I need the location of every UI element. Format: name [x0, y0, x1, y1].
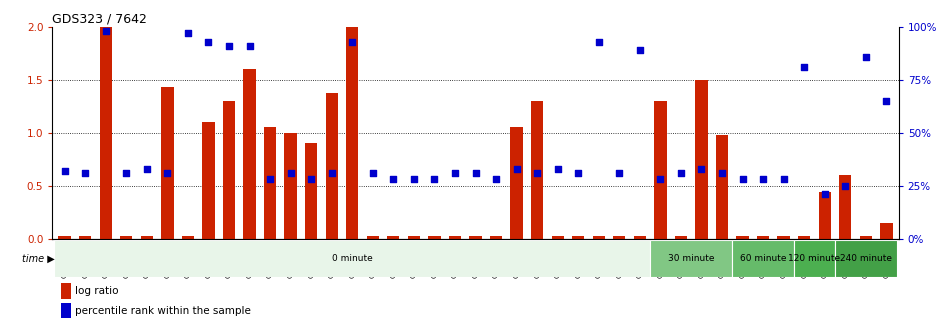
Point: [652, 177, 668, 182]
Point: [119, 170, 134, 176]
Bar: [835, 240, 897, 277]
Point: [879, 98, 894, 103]
Point: [303, 177, 319, 182]
Bar: [839, 175, 851, 239]
Point: [139, 166, 154, 171]
Text: 30 minute: 30 minute: [668, 254, 714, 263]
Point: [262, 177, 278, 182]
Point: [344, 39, 359, 44]
Point: [673, 170, 689, 176]
Bar: [428, 237, 440, 239]
Bar: [675, 237, 687, 239]
Point: [242, 43, 257, 49]
Point: [776, 177, 791, 182]
Bar: [79, 237, 91, 239]
Bar: [325, 92, 338, 239]
Point: [57, 168, 72, 173]
Point: [201, 39, 216, 44]
Bar: [284, 133, 297, 239]
Bar: [182, 237, 194, 239]
Bar: [203, 122, 215, 239]
Point: [611, 170, 627, 176]
Bar: [243, 69, 256, 239]
Bar: [881, 223, 893, 239]
Bar: [552, 237, 564, 239]
Point: [468, 170, 483, 176]
Bar: [778, 237, 790, 239]
Point: [838, 183, 853, 188]
Point: [509, 166, 524, 171]
Bar: [757, 237, 769, 239]
Text: 120 minute: 120 minute: [788, 254, 841, 263]
Point: [181, 31, 196, 36]
Point: [386, 177, 401, 182]
Bar: [305, 143, 318, 239]
Point: [530, 170, 545, 176]
Bar: [592, 237, 605, 239]
Bar: [794, 240, 835, 277]
Point: [797, 65, 812, 70]
Point: [98, 29, 113, 34]
Bar: [695, 80, 708, 239]
Point: [714, 170, 729, 176]
Bar: [161, 87, 173, 239]
Text: percentile rank within the sample: percentile rank within the sample: [75, 306, 251, 316]
Bar: [490, 237, 502, 239]
Text: 0 minute: 0 minute: [332, 254, 373, 263]
Point: [78, 170, 93, 176]
Bar: [716, 135, 728, 239]
Bar: [58, 237, 70, 239]
Bar: [263, 127, 276, 239]
Bar: [531, 101, 543, 239]
Bar: [61, 303, 71, 318]
Bar: [819, 192, 831, 239]
Bar: [736, 237, 748, 239]
Bar: [223, 101, 235, 239]
Point: [324, 170, 340, 176]
Bar: [573, 237, 584, 239]
Point: [365, 170, 380, 176]
Point: [755, 177, 770, 182]
Bar: [120, 237, 132, 239]
Point: [489, 177, 504, 182]
Bar: [511, 127, 523, 239]
Text: GDS323 / 7642: GDS323 / 7642: [52, 13, 147, 26]
Point: [406, 177, 421, 182]
Bar: [449, 237, 461, 239]
Point: [283, 170, 299, 176]
Point: [222, 43, 237, 49]
Point: [160, 170, 175, 176]
Bar: [100, 27, 112, 239]
Bar: [650, 240, 732, 277]
Point: [858, 54, 873, 59]
Point: [427, 177, 442, 182]
Bar: [613, 237, 626, 239]
Bar: [470, 237, 481, 239]
Bar: [346, 27, 359, 239]
Text: 60 minute: 60 minute: [740, 254, 786, 263]
Point: [447, 170, 462, 176]
Bar: [387, 237, 399, 239]
Point: [817, 192, 832, 197]
Text: 240 minute: 240 minute: [840, 254, 892, 263]
Bar: [654, 101, 667, 239]
Bar: [732, 240, 794, 277]
Point: [632, 47, 648, 53]
Text: log ratio: log ratio: [75, 286, 119, 296]
Bar: [860, 237, 872, 239]
Bar: [61, 283, 71, 298]
Bar: [367, 237, 378, 239]
Bar: [798, 237, 810, 239]
Point: [592, 39, 607, 44]
Bar: [54, 240, 650, 277]
Point: [550, 166, 565, 171]
Point: [694, 166, 709, 171]
Bar: [408, 237, 420, 239]
Text: time ▶: time ▶: [22, 254, 54, 264]
Bar: [633, 237, 646, 239]
Point: [571, 170, 586, 176]
Point: [735, 177, 750, 182]
Bar: [141, 237, 153, 239]
